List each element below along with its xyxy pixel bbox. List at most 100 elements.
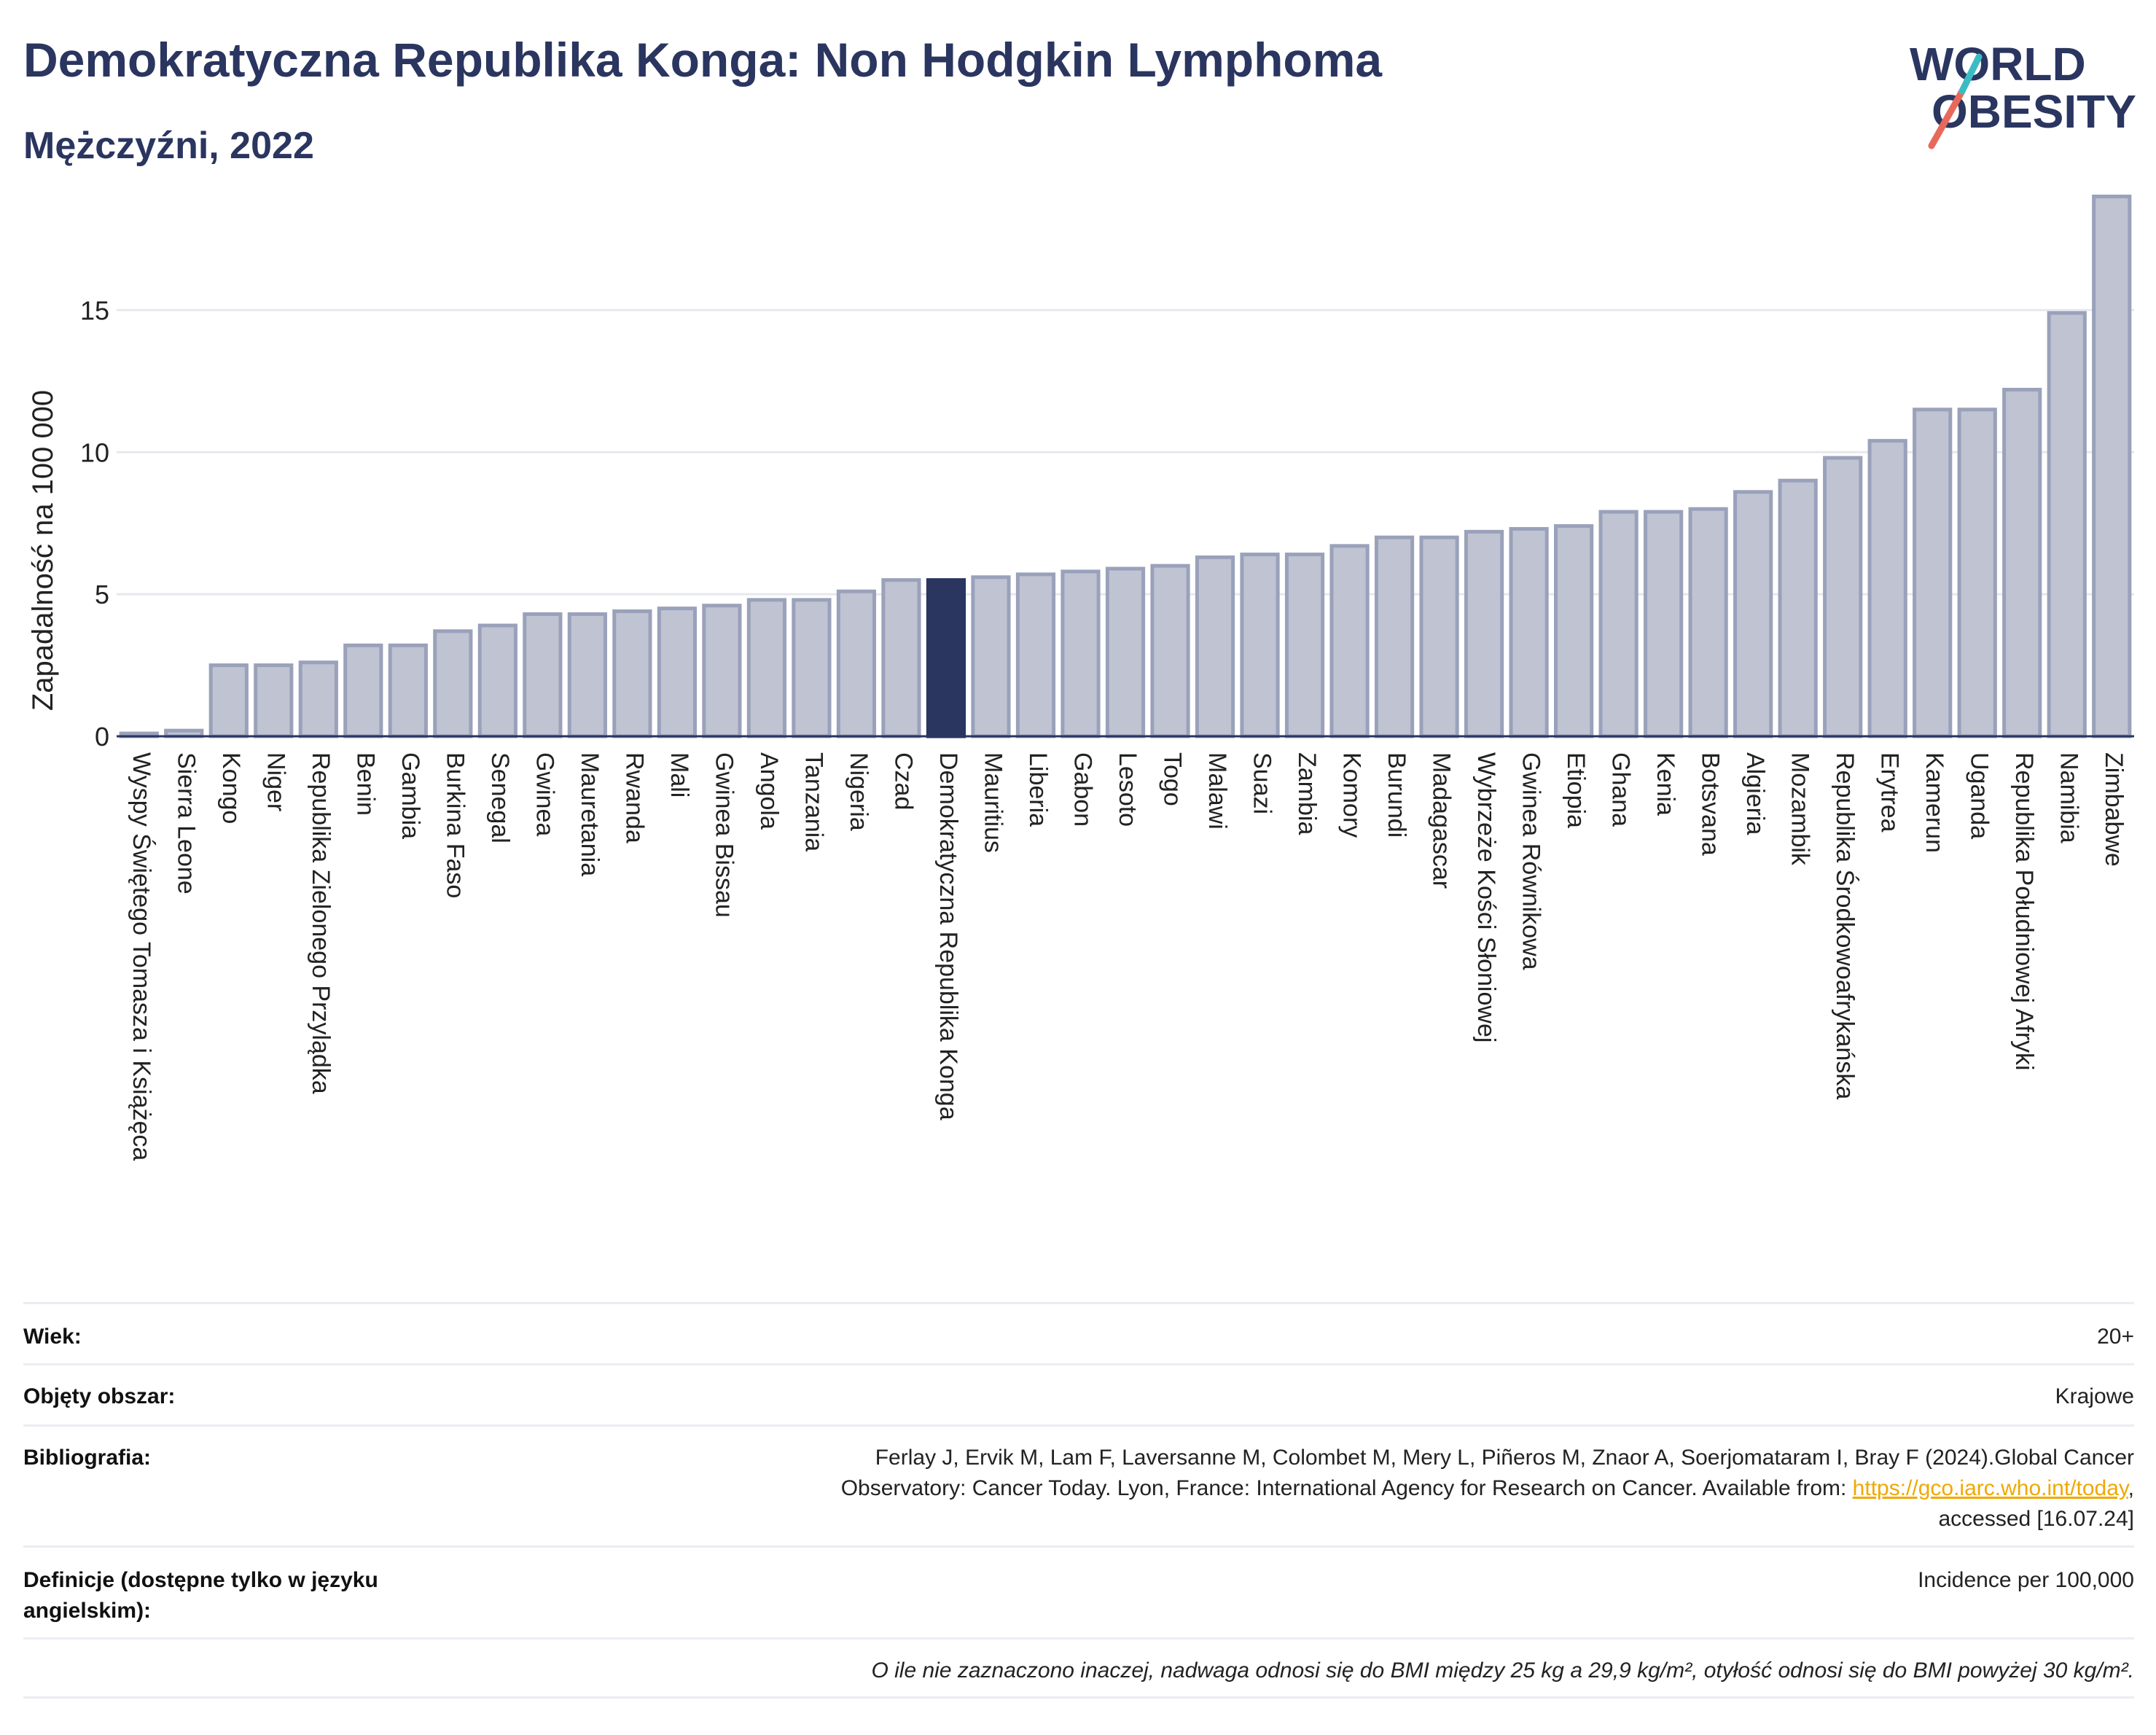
bar-18 — [926, 578, 966, 738]
bar-10 — [567, 612, 607, 738]
x-tick-label: Erytrea — [1876, 752, 1904, 833]
bar-13 — [702, 604, 742, 738]
bibliography-comma: , — [2128, 1476, 2134, 1500]
y-tick-label: 5 — [95, 580, 109, 609]
info-row-coverage: Objęty obszar: Krajowe — [23, 1363, 2134, 1424]
x-tick-label: Gwinea Bissau — [710, 752, 738, 918]
x-tick-label: Sierra Leone — [172, 752, 200, 894]
x-tick-label: Kenia — [1652, 752, 1679, 816]
x-tick-label: Angola — [755, 752, 783, 830]
age-label: Wiek: — [23, 1325, 82, 1349]
footnote: O ile nie zaznaczono inaczej, nadwaga od… — [871, 1658, 2134, 1683]
x-tick-label: Zimbabwe — [2100, 752, 2128, 867]
x-tick-label: Zambia — [1293, 752, 1321, 835]
bar-43 — [2047, 311, 2087, 738]
x-tick-label: Republika Południowej Afryki — [2010, 752, 2038, 1071]
x-tick-label: Republika Zielonego Przylądka — [307, 752, 335, 1094]
x-tick-label: Kongo — [217, 752, 245, 824]
bar-21 — [1061, 569, 1101, 738]
bar-8 — [477, 623, 517, 738]
x-tick-label: Wybrzeże Kości Słoniowej — [1472, 752, 1500, 1042]
x-tick-label: Madagascar — [1428, 752, 1456, 889]
info-table: Wiek: 20+ Objęty obszar: Krajowe Bibliog… — [23, 1302, 2134, 1699]
bar-39 — [1867, 439, 1907, 738]
bar-11 — [612, 609, 652, 738]
info-row-age: Wiek: 20+ — [23, 1302, 2134, 1363]
x-tick-label: Senegal — [486, 752, 514, 843]
bar-7 — [433, 629, 473, 738]
x-tick-label: Tanzania — [800, 752, 827, 851]
page-subtitle: Mężczyźni, 2022 — [23, 125, 314, 167]
x-tick-label: Ghana — [1607, 752, 1635, 827]
definitions-label: Definicje (dostępne tylko w języku angie… — [23, 1568, 378, 1623]
bar-3 — [254, 663, 294, 738]
x-tick-label: Algieria — [1741, 752, 1769, 835]
bar-37 — [1778, 478, 1818, 738]
bar-5 — [343, 643, 383, 738]
info-row-note: O ile nie zaznaczono inaczej, nadwaga od… — [23, 1637, 2134, 1699]
x-tick-label: Gwinea Równikowa — [1518, 752, 1545, 970]
bar-29 — [1419, 535, 1459, 738]
bar-41 — [1957, 408, 1997, 738]
page-title: Demokratyczna Republika Konga: Non Hodgk… — [23, 33, 1383, 87]
x-tick-label: Malawi — [1203, 752, 1231, 830]
x-tick-label: Rwanda — [620, 752, 648, 843]
bibliography-line1: Ferlay J, Ervik M, Lam F, Laversanne M, … — [875, 1446, 2134, 1470]
bar-36 — [1733, 490, 1773, 738]
bar-26 — [1284, 553, 1325, 738]
bibliography-value: Ferlay J, Ervik M, Lam F, Laversanne M, … — [475, 1443, 2134, 1545]
bar-24 — [1195, 555, 1235, 738]
x-tick-label: Uganda — [1966, 752, 1993, 839]
bar-25 — [1240, 553, 1280, 738]
y-tick-label: 0 — [95, 722, 109, 752]
bar-19 — [971, 575, 1011, 738]
bibliography-link[interactable]: https://gco.iarc.who.int/today — [1852, 1476, 2128, 1500]
x-tick-label: Lesoto — [1114, 752, 1141, 827]
bar-16 — [836, 589, 877, 738]
bibliography-label: Bibliografia: — [23, 1446, 152, 1470]
bar-28 — [1374, 535, 1415, 738]
info-row-bibliography: Bibliografia: Ferlay J, Ervik M, Lam F, … — [23, 1424, 2134, 1545]
x-tick-label: Komory — [1338, 752, 1366, 838]
bar-31 — [1509, 526, 1549, 738]
x-tick-label: Suazi — [1249, 752, 1276, 814]
y-tick-label: 10 — [80, 437, 109, 467]
x-tick-label: Gambia — [397, 752, 424, 839]
x-tick-label: Etiopia — [1562, 752, 1590, 828]
bar-15 — [792, 598, 832, 738]
world-obesity-logo: WORLD OBESITY — [1910, 38, 2136, 149]
bar-chart: 0 5 10 15 Wyspy Świętego Tomasza i Książęca… — [27, 194, 2134, 1161]
bar-17 — [881, 578, 921, 738]
bar-42 — [2002, 388, 2042, 738]
x-tick-label: Togo — [1159, 752, 1187, 806]
x-tick-label: Botsvana — [1697, 752, 1725, 856]
x-tick-label: Gwinea — [531, 752, 558, 836]
logo-line2: OBESITY — [1932, 85, 2136, 138]
age-value: 20+ — [2097, 1325, 2134, 1349]
bar-35 — [1688, 507, 1728, 738]
x-tick-label: Demokratyczna Republika Konga — [934, 752, 962, 1120]
x-tick-label: Mali — [665, 752, 693, 798]
bar-30 — [1464, 529, 1504, 738]
y-axis-label: Zapadalność na 100 000 — [27, 390, 59, 711]
bar-27 — [1329, 544, 1370, 738]
x-tick-label: Mozambik — [1786, 752, 1814, 866]
x-tick-label: Mauretania — [576, 752, 604, 876]
bar-34 — [1644, 510, 1684, 738]
x-tick-label: Namibia — [2055, 752, 2083, 843]
coverage-label: Objęty obszar: — [23, 1384, 176, 1408]
coverage-value: Krajowe — [2055, 1384, 2134, 1408]
x-tick-label: Burundi — [1383, 752, 1410, 838]
bar-32 — [1554, 524, 1594, 738]
x-tick-label: Republika Środkowoafrykańska — [1831, 752, 1859, 1099]
x-tick-label: Burkina Faso — [441, 752, 469, 898]
bar-20 — [1015, 572, 1056, 738]
bibliography-line3: accessed [16.07.24] — [1938, 1507, 2134, 1531]
bar-44 — [2092, 194, 2132, 738]
bar-38 — [1823, 456, 1863, 738]
bar-4 — [298, 660, 338, 738]
bar-33 — [1598, 510, 1639, 738]
bibliography-line2: Observatory: Cancer Today. Lyon, France:… — [475, 1473, 2134, 1504]
x-tick-label: Gabon — [1069, 752, 1096, 827]
x-tick-label: Liberia — [1024, 752, 1052, 827]
